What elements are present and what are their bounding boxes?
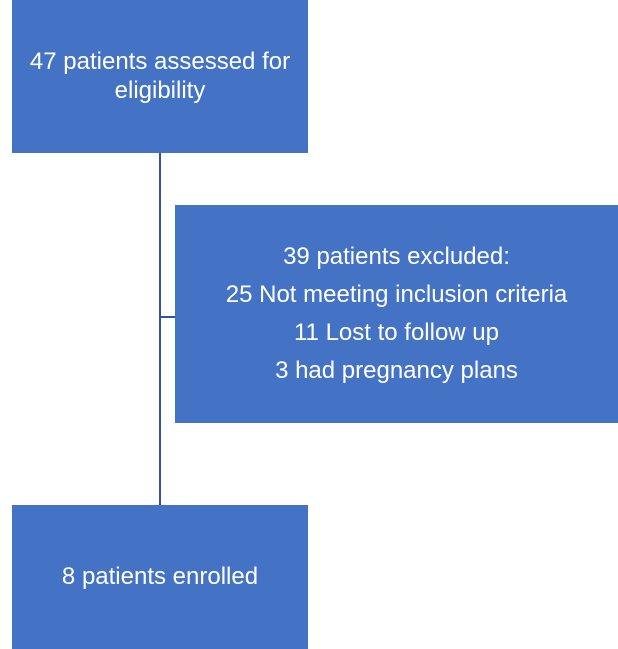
connector-vertical <box>159 153 161 505</box>
assessed-box: 47 patients assessed for eligibility <box>12 0 308 153</box>
excluded-line: 3 had pregnancy plans <box>275 357 518 384</box>
assessed-label: 47 patients assessed for eligibility <box>29 47 291 104</box>
excluded-line: 39 patients excluded: <box>283 243 510 270</box>
enrolled-label: 8 patients enrolled <box>61 562 259 590</box>
connector-horizontal <box>160 316 175 318</box>
excluded-box: 39 patients excluded: 25 Not meeting inc… <box>175 205 618 423</box>
enrolled-box: 8 patients enrolled <box>12 505 308 649</box>
excluded-line: 25 Not meeting inclusion criteria <box>225 281 568 308</box>
excluded-line: 11 Lost to follow up <box>293 319 500 346</box>
